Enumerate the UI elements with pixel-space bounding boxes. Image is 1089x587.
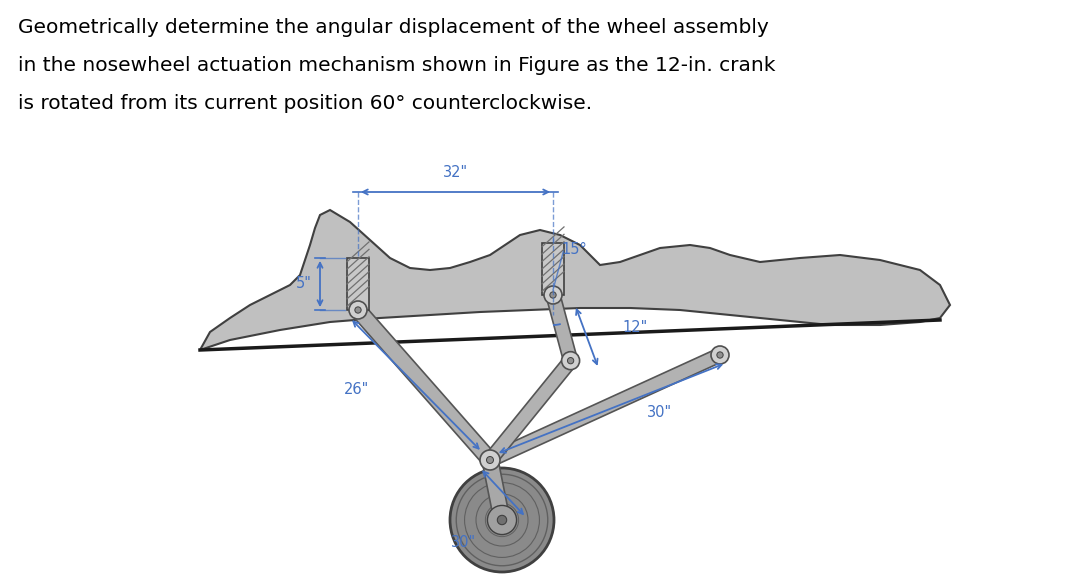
Circle shape xyxy=(544,286,562,304)
Circle shape xyxy=(498,515,506,525)
Text: 32": 32" xyxy=(443,165,468,180)
Circle shape xyxy=(717,352,723,358)
Circle shape xyxy=(488,505,516,535)
Circle shape xyxy=(550,292,556,298)
Circle shape xyxy=(487,457,493,464)
Text: 5": 5" xyxy=(296,276,313,292)
Circle shape xyxy=(450,468,554,572)
Polygon shape xyxy=(487,349,723,466)
Circle shape xyxy=(711,346,729,364)
Text: 12": 12" xyxy=(623,321,648,335)
Circle shape xyxy=(480,450,500,470)
Circle shape xyxy=(355,307,362,313)
Circle shape xyxy=(348,301,367,319)
Text: 30": 30" xyxy=(647,405,672,420)
Text: in the nosewheel actuation mechanism shown in Figure as the 12-in. crank: in the nosewheel actuation mechanism sho… xyxy=(19,56,775,75)
Polygon shape xyxy=(485,356,576,464)
Circle shape xyxy=(567,357,574,364)
Text: is rotated from its current position 60° counterclockwise.: is rotated from its current position 60°… xyxy=(19,94,592,113)
Text: 30": 30" xyxy=(451,535,476,550)
Polygon shape xyxy=(542,243,564,295)
Polygon shape xyxy=(200,210,950,350)
Text: 26": 26" xyxy=(344,383,369,397)
Polygon shape xyxy=(547,293,577,363)
Circle shape xyxy=(562,352,579,370)
Text: Geometrically determine the angular displacement of the wheel assembly: Geometrically determine the angular disp… xyxy=(19,18,769,37)
Polygon shape xyxy=(482,458,510,522)
Text: 15°: 15° xyxy=(561,242,587,257)
Polygon shape xyxy=(347,258,369,310)
Polygon shape xyxy=(352,305,495,465)
